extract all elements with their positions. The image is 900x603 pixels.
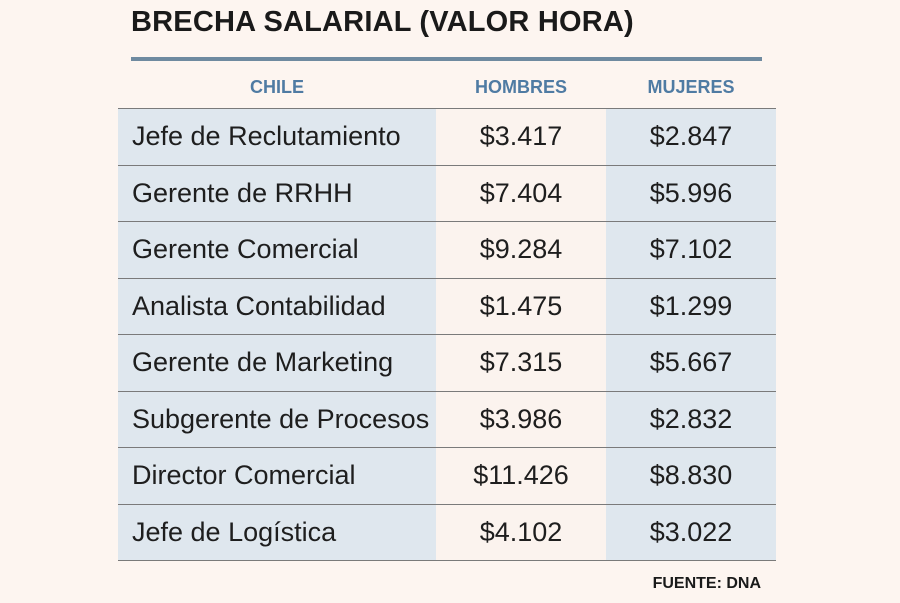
table-row: Analista Contabilidad $1.475 $1.299 <box>118 278 776 335</box>
row-label: Jefe de Reclutamiento <box>118 108 436 166</box>
table-row: Director Comercial $11.426 $8.830 <box>118 447 776 505</box>
mujeres-value: $7.102 <box>606 221 776 279</box>
hombres-value: $7.315 <box>436 334 606 392</box>
hombres-value: $3.986 <box>436 391 606 448</box>
table-row: Subgerente de Procesos $3.986 $2.832 <box>118 391 776 448</box>
hombres-value: $4.102 <box>436 504 606 561</box>
hombres-value: $1.475 <box>436 278 606 335</box>
row-label: Jefe de Logística <box>118 504 436 561</box>
row-label: Gerente de RRHH <box>118 165 436 222</box>
mujeres-value: $1.299 <box>606 278 776 335</box>
hombres-value: $9.284 <box>436 221 606 279</box>
column-header-mujeres: MUJERES <box>606 66 776 109</box>
mujeres-value: $2.832 <box>606 391 776 448</box>
chart-title: BRECHA SALARIAL (VALOR HORA) <box>131 6 634 38</box>
table-header-row: CHILE HOMBRES MUJERES <box>118 66 776 109</box>
mujeres-value: $8.830 <box>606 447 776 505</box>
row-label: Director Comercial <box>118 447 436 505</box>
table-row: Jefe de Logística $4.102 $3.022 <box>118 504 776 561</box>
row-label: Gerente de Marketing <box>118 334 436 392</box>
row-label: Analista Contabilidad <box>118 278 436 335</box>
salary-table: CHILE HOMBRES MUJERES Jefe de Reclutamie… <box>118 66 776 561</box>
hombres-value: $7.404 <box>436 165 606 222</box>
column-header-hombres: HOMBRES <box>436 66 606 109</box>
table-row: Gerente de RRHH $7.404 $5.996 <box>118 165 776 222</box>
mujeres-value: $3.022 <box>606 504 776 561</box>
mujeres-value: $5.996 <box>606 165 776 222</box>
mujeres-value: $2.847 <box>606 108 776 166</box>
table-row: Gerente Comercial $9.284 $7.102 <box>118 221 776 279</box>
table-row: Gerente de Marketing $7.315 $5.667 <box>118 334 776 392</box>
row-label: Subgerente de Procesos <box>118 391 436 448</box>
hombres-value: $3.417 <box>436 108 606 166</box>
table-row: Jefe de Reclutamiento $3.417 $2.847 <box>118 108 776 166</box>
mujeres-value: $5.667 <box>606 334 776 392</box>
hombres-value: $11.426 <box>436 447 606 505</box>
source-note: FUENTE: DNA <box>652 575 761 592</box>
title-rule <box>131 57 762 61</box>
column-header-chile: CHILE <box>118 66 436 109</box>
row-label: Gerente Comercial <box>118 221 436 279</box>
